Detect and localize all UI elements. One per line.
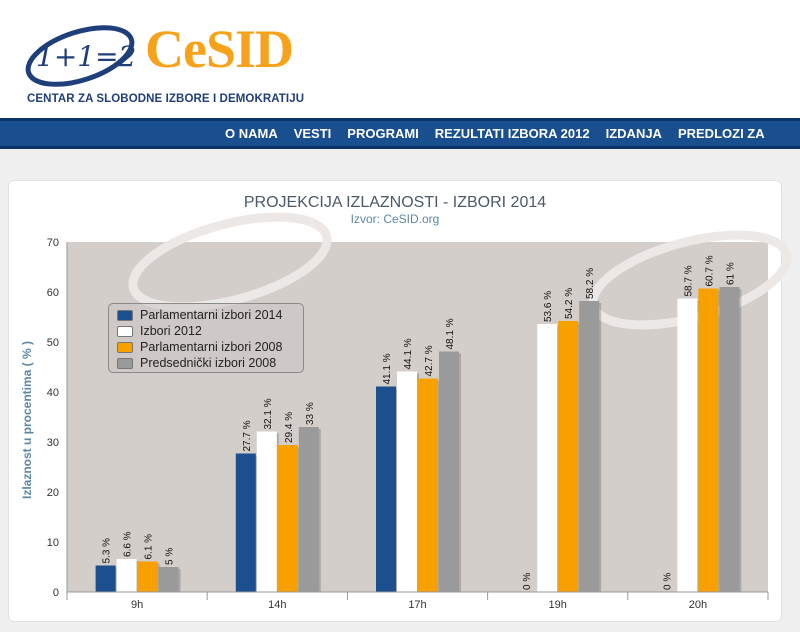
bar[interactable] [418,378,438,593]
nav-item-o-nama[interactable]: O NAMA [225,126,278,141]
chart-subtitle: Izvor: CeSID.org [350,212,440,226]
y-axis-label: Izlaznost u procentima ( % ) [20,340,34,500]
legend-swatch [117,357,133,369]
watermark-logo-icon [128,212,332,312]
data-label: 0 % [662,573,673,590]
nav-item-izdanja[interactable]: IZDANJA [605,126,662,141]
x-tick-label: 19h [549,599,567,611]
legend-swatch [117,325,133,337]
x-tick-label: 14h [268,599,286,611]
data-label: 33 % [305,402,316,425]
y-tick-label: 40 [47,387,59,399]
data-label: 60.7 % [704,255,715,286]
nav-item-programi[interactable]: PROGRAMI [347,126,419,141]
chart-legend: Parlamentarni izbori 2014 Izbori 2012 Pa… [108,303,304,373]
nav-item-rezultati[interactable]: REZULTATI IZBORA 2012 [434,126,590,141]
x-tick-label: 9h [131,599,143,611]
plot-area [67,242,768,592]
bar[interactable] [558,321,579,592]
bar[interactable] [137,561,158,593]
bar[interactable] [158,567,179,592]
bar[interactable] [698,288,719,593]
bar[interactable] [439,351,459,593]
data-label: 29.4 % [284,412,295,443]
x-tick-label: 20h [689,599,707,611]
data-label: 61 % [725,262,736,285]
legend-label: Parlamentarni izbori 2008 [140,340,283,354]
bar[interactable] [116,559,137,592]
site-tagline: CENTAR ZA SLOBODNE IZBORE I DEMOKRATIJU [27,93,305,105]
site-header: 1+1=2 CeSID CENTAR ZA SLOBODNE IZBORE I … [0,0,800,118]
data-label: 54.2 % [564,288,575,319]
nav-item-vesti[interactable]: VESTI [293,126,332,141]
y-tick-label: 50 [47,337,59,349]
data-label: 48.1 % [445,318,456,349]
legend-label: Parlamentarni izbori 2014 [140,308,283,322]
data-label: 5.3 % [102,538,113,564]
data-label: 0 % [522,573,533,590]
bar[interactable] [277,445,298,592]
bar[interactable] [537,324,558,592]
data-label: 58.2 % [585,268,596,299]
bar[interactable] [376,386,396,593]
cesid-logo-icon[interactable]: 1+1=2 [22,14,142,94]
chart-title: PROJEKCIJA IZLAZNOSTI - IZBORI 2014 [243,194,547,211]
nav-item-predlozi[interactable]: PREDLOZI ZA [677,126,765,141]
data-label: 6.6 % [123,531,134,557]
y-tick-label: 30 [47,437,59,449]
legend-item-izbori-2012[interactable]: Izbori 2012 [117,323,303,339]
x-tick-label: 17h [408,599,426,611]
legend-label: Izbori 2012 [140,324,202,338]
data-label: 58.7 % [683,265,694,296]
legend-label: Predsednički izbori 2008 [140,356,277,370]
y-tick-label: 0 [53,587,59,599]
bar[interactable] [719,287,740,592]
legend-swatch [117,341,133,353]
legend-item-parlamentarni-2014[interactable]: Parlamentarni izbori 2014 [117,307,303,323]
bar[interactable] [677,298,698,593]
data-label: 41.1 % [382,353,393,384]
y-tick-label: 70 [47,237,59,249]
y-tick-label: 10 [47,537,59,549]
bar[interactable] [298,427,319,592]
brand-name[interactable]: CeSID [145,19,294,79]
bar[interactable] [256,431,277,593]
data-label: 53.6 % [543,291,554,322]
data-label: 42.7 % [424,345,435,376]
bar[interactable] [95,565,116,593]
data-label: 44.1 % [403,338,414,369]
y-tick-label: 60 [47,287,59,299]
data-label: 5 % [165,548,176,565]
bar[interactable] [397,371,417,593]
bar[interactable] [235,453,256,593]
data-label: 32.1 % [263,398,274,429]
data-label: 6.1 % [144,534,155,560]
legend-item-parlamentarni-2008[interactable]: Parlamentarni izbori 2008 [117,339,303,355]
y-tick-label: 20 [47,487,59,499]
logo-text: 1+1=2 [36,40,136,73]
data-label: 27.7 % [242,420,253,451]
bar[interactable] [579,301,600,592]
legend-item-predsednicki-2008[interactable]: Predsednički izbori 2008 [117,355,303,371]
legend-swatch [117,309,133,321]
main-nav: O NAMA VESTI PROGRAMI REZULTATI IZBORA 2… [0,118,800,149]
